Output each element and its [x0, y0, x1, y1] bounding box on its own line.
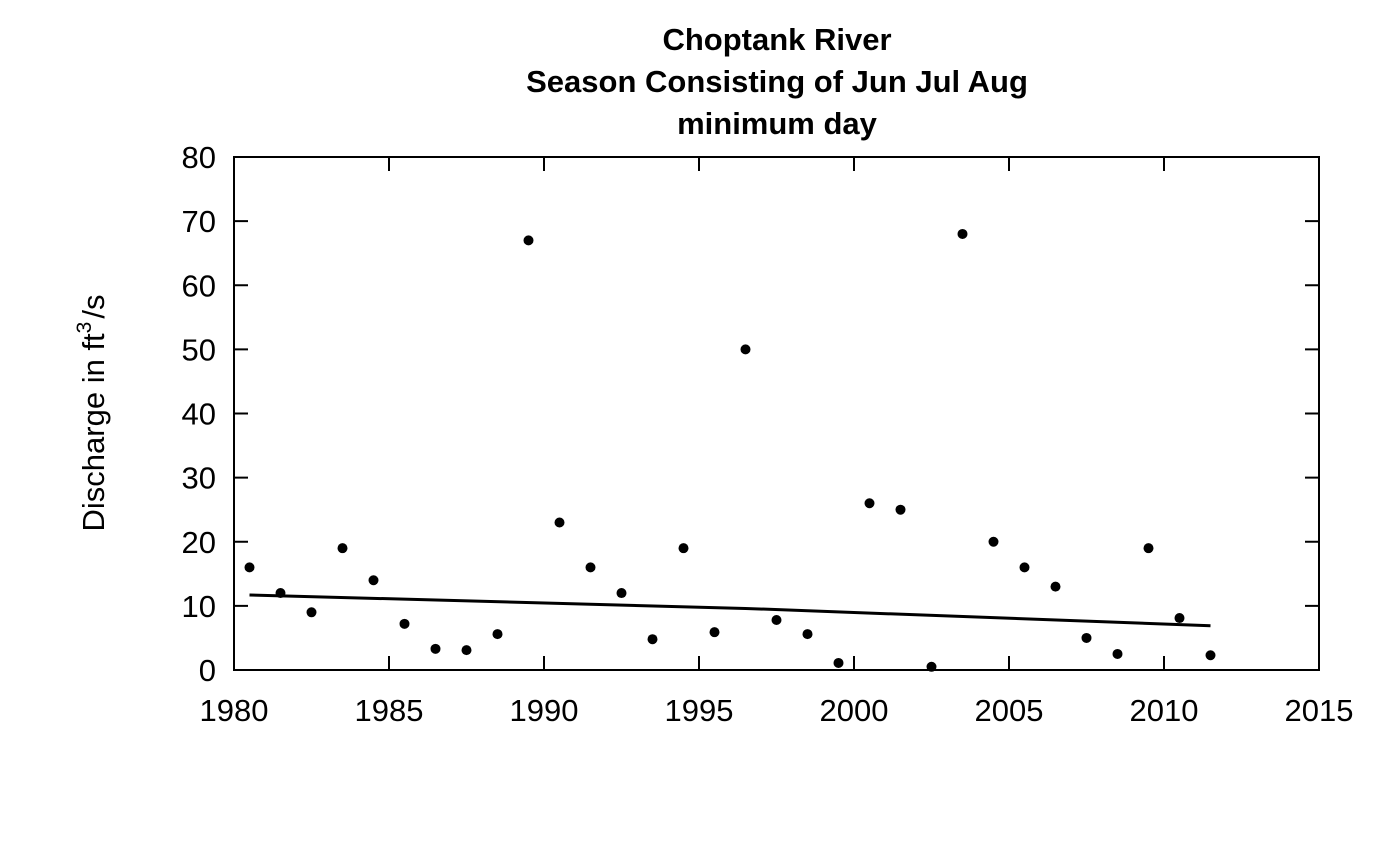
x-tick-label: 1980 — [200, 693, 269, 728]
data-point — [616, 588, 627, 599]
data-point — [926, 661, 937, 672]
plot-area-frame — [233, 156, 1320, 671]
svg-text:Discharge in ft3/s: Discharge in ft3/s — [73, 295, 111, 532]
data-point — [1174, 613, 1185, 624]
data-point — [740, 344, 751, 355]
data-point — [492, 629, 503, 640]
chart-title-line-1: Choptank River — [662, 22, 891, 57]
data-points — [244, 228, 1216, 672]
data-point — [368, 575, 379, 586]
data-point — [585, 562, 596, 573]
data-point — [430, 643, 441, 654]
y-tick-label: 40 — [182, 397, 216, 432]
chart-title-line-2: Season Consisting of Jun Jul Aug — [526, 64, 1028, 99]
data-point — [554, 517, 565, 528]
y-axis-label-superscript: 3 — [73, 322, 96, 334]
data-point — [1081, 632, 1092, 643]
chart-title: Choptank River Season Consisting of Jun … — [526, 22, 1028, 141]
y-axis-label-suffix: /s — [76, 295, 111, 319]
x-tick-label: 2010 — [1130, 693, 1199, 728]
data-point — [1112, 648, 1123, 659]
y-axis: 0 10 20 30 40 50 60 70 80 — [182, 140, 1319, 688]
data-point — [988, 536, 999, 547]
y-tick-label: 20 — [182, 525, 216, 560]
data-point — [802, 629, 813, 640]
data-point — [523, 235, 534, 246]
data-point — [1143, 543, 1154, 554]
data-point — [275, 588, 286, 599]
data-point — [864, 498, 875, 509]
x-tick-label: 2015 — [1285, 693, 1354, 728]
x-tick-label: 2000 — [820, 693, 889, 728]
y-tick-label: 50 — [182, 332, 216, 367]
x-axis: 1980 1985 1990 1995 2000 2005 2010 2015 — [200, 157, 1354, 728]
x-tick-label: 1990 — [510, 693, 579, 728]
x-tick-label: 2005 — [975, 693, 1044, 728]
data-point — [1205, 650, 1216, 661]
trend-line-group — [249, 593, 1211, 628]
data-point — [337, 543, 348, 554]
data-point — [895, 504, 906, 515]
data-point — [647, 634, 658, 645]
y-tick-label: 10 — [182, 589, 216, 624]
y-axis-label-main: Discharge in ft — [76, 333, 111, 532]
data-point — [306, 607, 317, 618]
data-point — [461, 645, 472, 656]
data-point — [399, 618, 410, 629]
y-tick-label: 80 — [182, 140, 216, 175]
data-point — [771, 614, 782, 625]
data-point — [833, 657, 844, 668]
data-point — [1019, 562, 1030, 573]
data-point — [678, 543, 689, 554]
y-tick-label: 70 — [182, 204, 216, 239]
y-tick-label: 30 — [182, 461, 216, 496]
data-point — [957, 228, 968, 239]
y-tick-label: 0 — [199, 653, 216, 688]
data-point — [709, 627, 720, 638]
y-axis-label: Discharge in ft3/s — [73, 295, 111, 532]
data-point — [1050, 581, 1061, 592]
chart-title-line-3: minimum day — [677, 106, 878, 141]
data-point — [244, 562, 255, 573]
x-tick-label: 1985 — [355, 693, 424, 728]
x-tick-label: 1995 — [665, 693, 734, 728]
trend-line — [249, 593, 1211, 628]
y-tick-label: 60 — [182, 268, 216, 303]
